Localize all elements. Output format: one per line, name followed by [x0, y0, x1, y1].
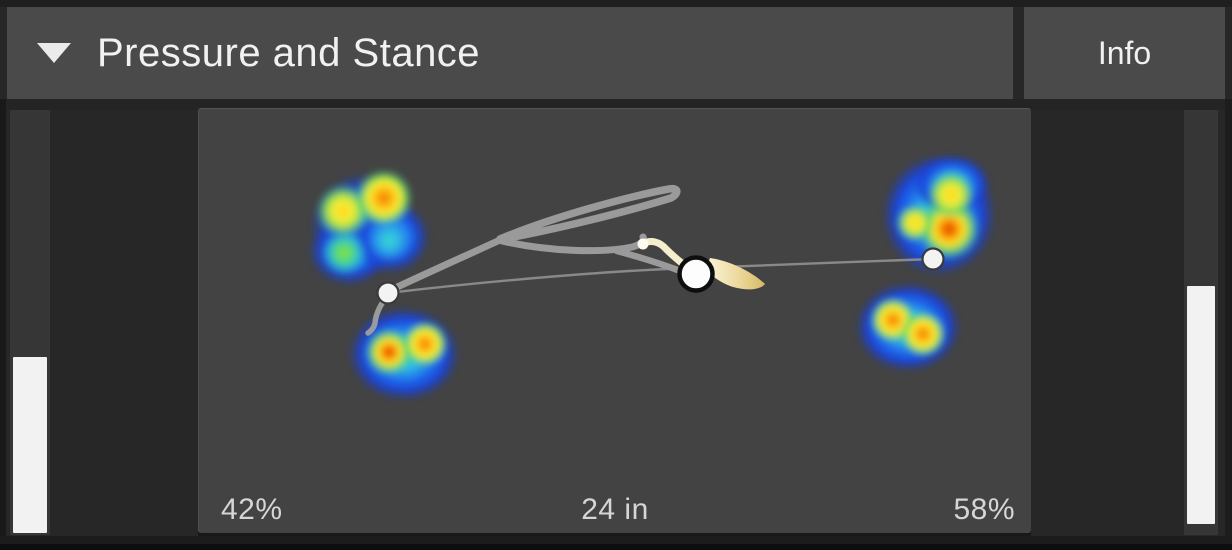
panel-title: Pressure and Stance — [97, 30, 481, 75]
left-foot-pressure-label: 42% — [221, 493, 283, 526]
collapse-triangle-icon[interactable] — [37, 43, 71, 63]
window-right-border — [1225, 99, 1232, 550]
heatmap-right-foot-heel — [856, 283, 960, 371]
stance-canvas: 42% 24 in 58% — [198, 108, 1031, 533]
cop-recent-trace — [637, 238, 765, 290]
right-foot-cop-dot — [921, 247, 945, 271]
heatmap-left-foot-heel — [349, 308, 459, 400]
left-foot-pressure-bar-fill — [13, 357, 47, 533]
stance-visualization — [309, 155, 995, 400]
info-button[interactable]: Info — [1024, 7, 1225, 99]
heatmap-right-foot-toe — [883, 155, 995, 275]
left-foot-cop-dot — [376, 281, 400, 305]
center-of-pressure-circle — [677, 255, 715, 293]
window-bottom-edge — [0, 544, 1232, 550]
left-foot-pressure-bar — [10, 110, 50, 535]
stance-width-label: 24 in — [581, 493, 649, 526]
cop-trace — [365, 184, 935, 336]
window-top-border — [0, 0, 1232, 7]
header-separator — [0, 99, 1232, 110]
panel-header[interactable]: Pressure and Stance — [7, 7, 1013, 99]
window-bottom-border — [0, 536, 1232, 544]
window-left-border — [0, 99, 6, 550]
right-foot-pressure-bar-fill — [1187, 286, 1215, 524]
heatmap-left-foot-toe — [309, 169, 429, 285]
right-foot-pressure-label: 58% — [953, 493, 1015, 526]
right-foot-pressure-bar — [1184, 110, 1218, 535]
